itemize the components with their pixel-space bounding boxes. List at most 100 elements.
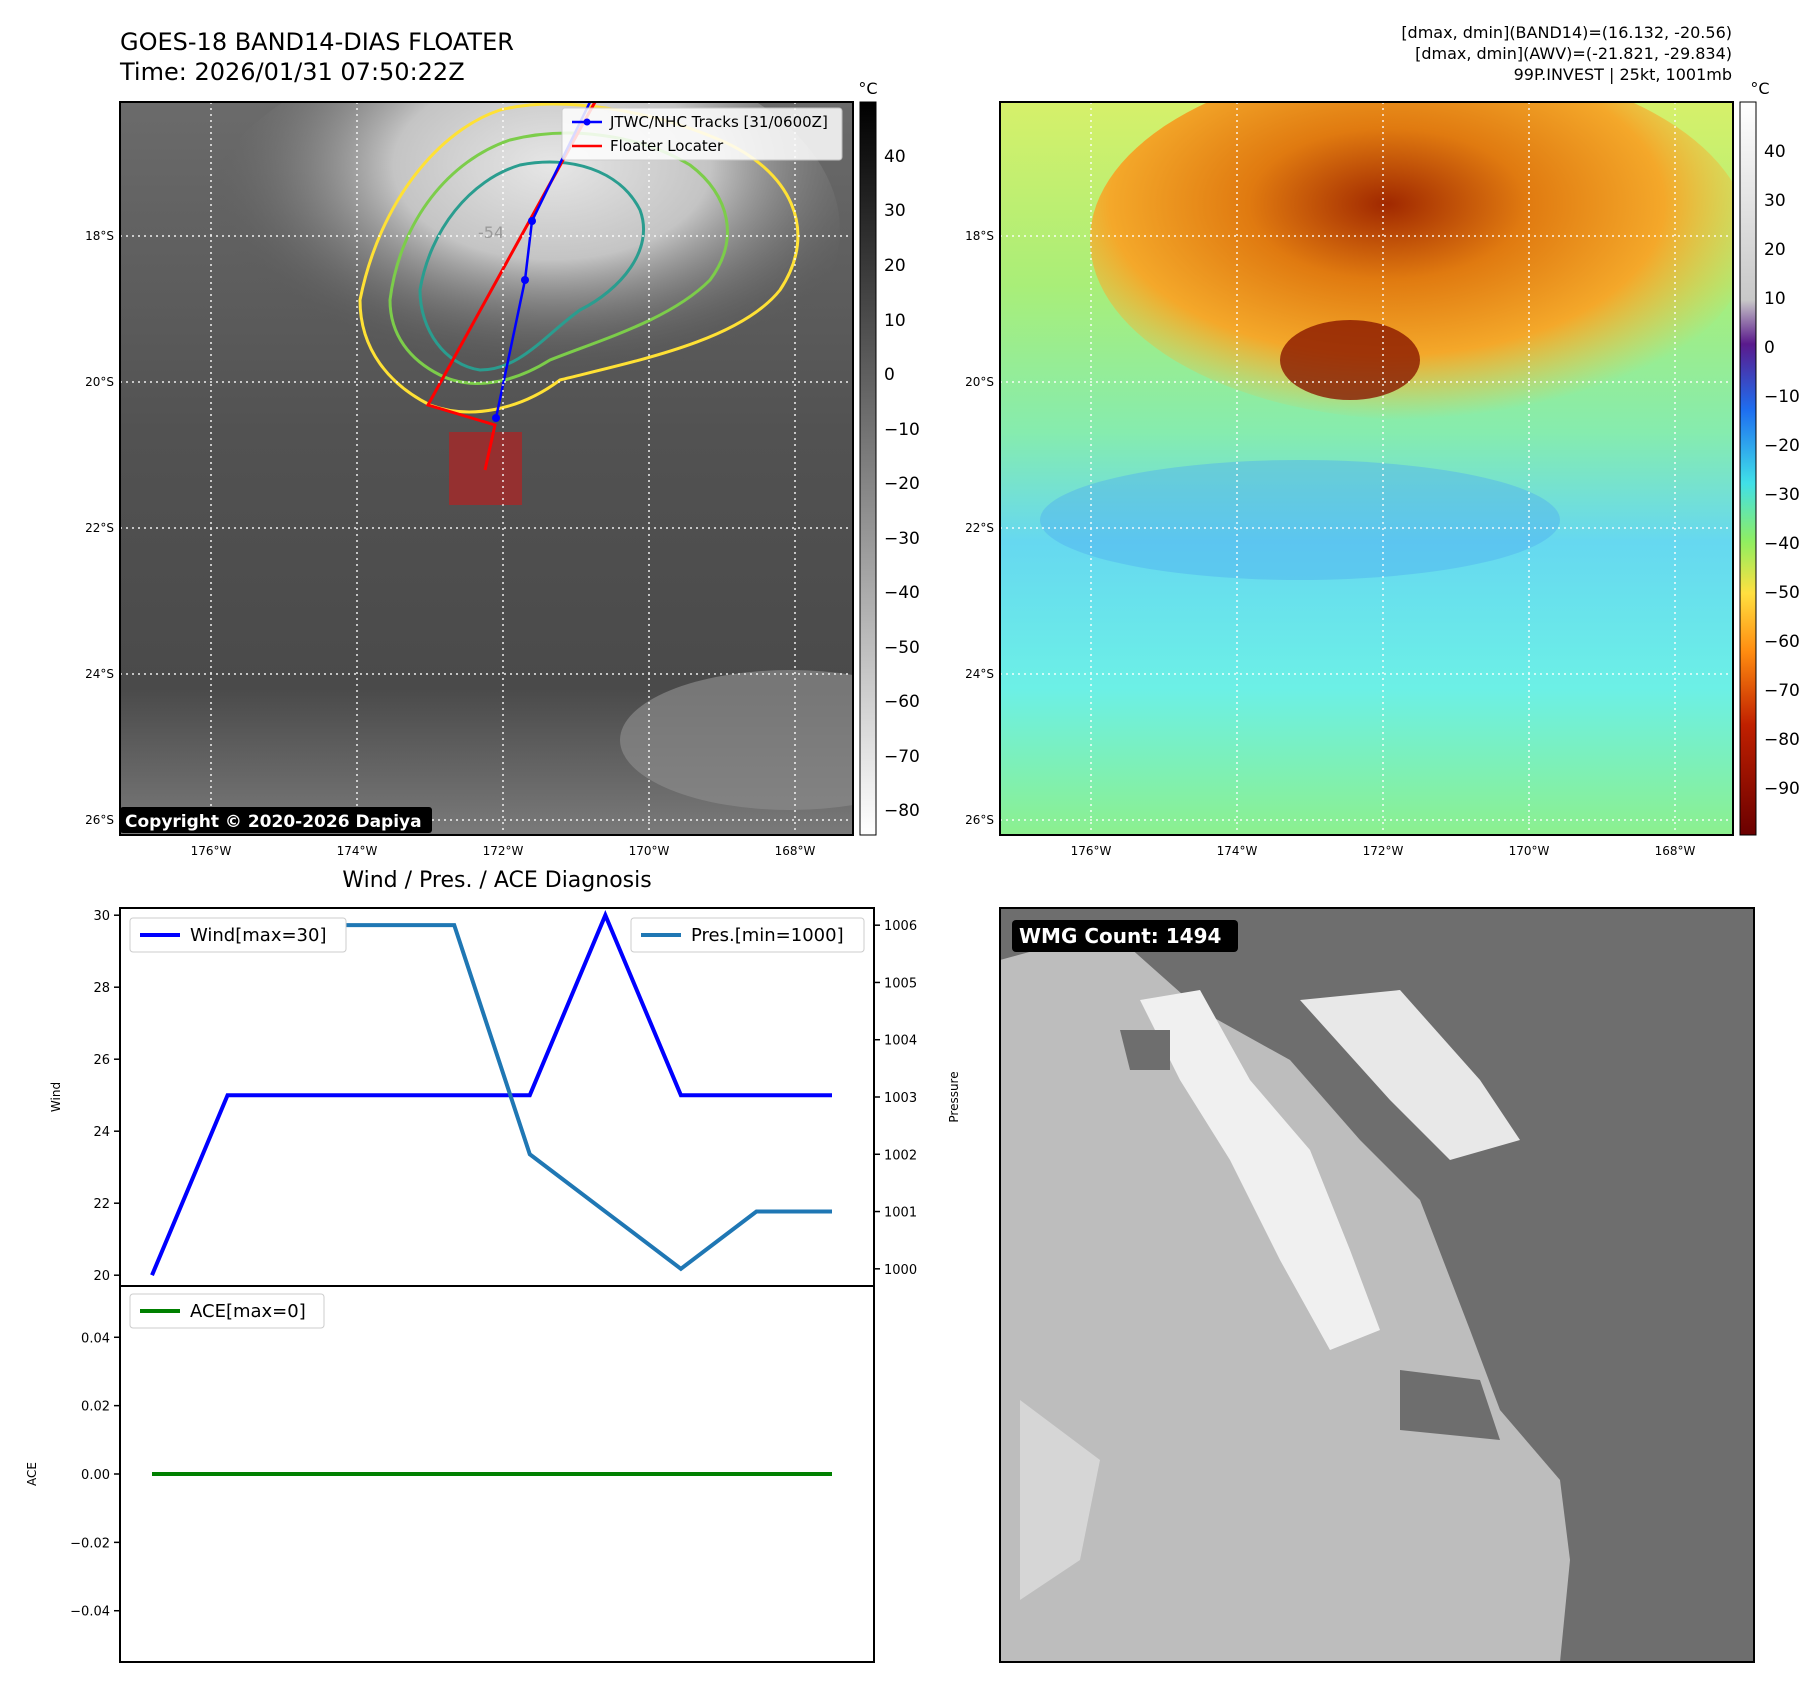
svg-text:24°S: 24°S bbox=[965, 667, 994, 681]
svg-text:0: 0 bbox=[1764, 338, 1775, 358]
dias-colorbar bbox=[1739, 101, 1757, 836]
dias-map-frame bbox=[999, 101, 1734, 836]
track-point bbox=[521, 276, 529, 284]
track-point bbox=[492, 414, 500, 422]
ace-axis-label: ACE bbox=[25, 1462, 39, 1486]
dias-core bbox=[1280, 320, 1420, 400]
svg-text:26°S: 26°S bbox=[85, 813, 114, 827]
svg-text:168°W: 168°W bbox=[1655, 844, 1696, 858]
wind-y-tick-label: 22 bbox=[93, 1197, 110, 1212]
svg-text:174°W: 174°W bbox=[337, 844, 378, 858]
diagnosis-panel: Wind / Pres. / ACE Diagnosis 20 22 24 26 28 3… bbox=[25, 868, 961, 1663]
svg-text:−10: −10 bbox=[1764, 387, 1800, 407]
svg-text:26°S: 26°S bbox=[965, 813, 994, 827]
wind-y-tick-label: 26 bbox=[93, 1053, 110, 1068]
svg-text:−30: −30 bbox=[884, 529, 920, 549]
svg-text:172°W: 172°W bbox=[1363, 844, 1404, 858]
pres-y-tick-label: 1004 bbox=[884, 1034, 917, 1049]
svg-text:−90: −90 bbox=[1764, 779, 1800, 799]
contour-teal bbox=[418, 160, 646, 372]
pressure-axis-label: Pressure bbox=[947, 1071, 961, 1122]
ace-y-tick-label: 0.02 bbox=[81, 1400, 110, 1415]
wmg-dark-hole bbox=[1120, 1030, 1170, 1070]
wind-axis-label: Wind bbox=[49, 1082, 63, 1112]
svg-text:22°S: 22°S bbox=[965, 521, 994, 535]
dias-colorbar-ticks: 40 30 20 10 0 −10 −20 −30 −40 −50 −60 −7… bbox=[1764, 142, 1800, 799]
copyright-badge bbox=[120, 807, 432, 833]
ace-y-tick-label: −0.02 bbox=[70, 1536, 110, 1551]
pres-y-tick-label: 1005 bbox=[884, 976, 917, 991]
ir-cloud-mass bbox=[200, 102, 840, 420]
svg-text:22°S: 22°S bbox=[85, 521, 114, 535]
svg-text:−10: −10 bbox=[884, 420, 920, 440]
track-point bbox=[528, 217, 536, 225]
svg-text:−70: −70 bbox=[884, 747, 920, 767]
svg-text:−80: −80 bbox=[1764, 730, 1800, 750]
svg-text:20°S: 20°S bbox=[85, 375, 114, 389]
svg-text:−70: −70 bbox=[1764, 681, 1800, 701]
svg-text:−40: −40 bbox=[1764, 534, 1800, 554]
legend-floater-label: Floater Locater bbox=[610, 137, 724, 155]
pres-y-ticks: 1000 1001 1002 1003 1004 1005 1006 bbox=[874, 919, 917, 1278]
svg-text:−60: −60 bbox=[884, 692, 920, 712]
map-legend: JTWC/NHC Tracks [31/0600Z] Floater Locat… bbox=[561, 107, 843, 161]
ir-gridlines bbox=[120, 102, 853, 835]
wmg-bright-band bbox=[1140, 990, 1380, 1350]
contour-label: -54 bbox=[478, 223, 504, 242]
ir-colorbar bbox=[859, 101, 877, 836]
figure-time: Time: 2026/01/31 07:50:22Z bbox=[119, 58, 465, 86]
wmg-frame bbox=[999, 907, 1755, 1663]
pres-legend: Pres.[min=1000] bbox=[630, 917, 865, 953]
svg-text:−60: −60 bbox=[1764, 632, 1800, 652]
copyright-text: Copyright © 2020-2026 Dapiya bbox=[125, 812, 422, 832]
svg-text:18°S: 18°S bbox=[965, 229, 994, 243]
wmg-light-region bbox=[1000, 930, 1570, 1662]
svg-text:30: 30 bbox=[1764, 191, 1786, 211]
svg-text:−50: −50 bbox=[1764, 583, 1800, 603]
svg-text:174°W: 174°W bbox=[1217, 844, 1258, 858]
ace-legend-label: ACE[max=0] bbox=[190, 1301, 306, 1322]
svg-text:30: 30 bbox=[884, 201, 906, 221]
wind-y-ticks: 20 22 24 26 28 30 bbox=[93, 909, 120, 1284]
pres-y-tick-label: 1000 bbox=[884, 1263, 917, 1278]
wind-y-tick-label: 20 bbox=[93, 1269, 110, 1284]
contour-green bbox=[388, 131, 729, 385]
svg-text:20: 20 bbox=[1764, 240, 1786, 260]
dias-gridlines bbox=[1000, 102, 1733, 835]
svg-text:0: 0 bbox=[884, 365, 895, 385]
svg-text:24°S: 24°S bbox=[85, 667, 114, 681]
wind-y-tick-label: 24 bbox=[93, 1125, 110, 1140]
svg-text:168°W: 168°W bbox=[775, 844, 816, 858]
dias-lat-labels: 18°S 20°S 22°S 24°S 26°S bbox=[965, 229, 994, 827]
svg-text:10: 10 bbox=[884, 311, 906, 331]
stats-band14: [dmax, dmin](BAND14)=(16.132, -20.56) bbox=[1401, 23, 1732, 42]
ir-colorbar-ticks: 40 30 20 10 0 −10 −20 −30 −40 −50 −60 −7… bbox=[884, 147, 920, 821]
ace-y-tick-label: −0.04 bbox=[70, 1605, 110, 1620]
svg-text:−50: −50 bbox=[884, 638, 920, 658]
wmg-light-patch bbox=[1020, 1400, 1100, 1600]
svg-text:18°S: 18°S bbox=[85, 229, 114, 243]
ace-y-tick-label: 0.04 bbox=[81, 1331, 110, 1346]
svg-text:−20: −20 bbox=[1764, 436, 1800, 456]
svg-text:40: 40 bbox=[1764, 142, 1786, 162]
pres-y-tick-label: 1002 bbox=[884, 1148, 917, 1163]
legend-track-label: JTWC/NHC Tracks [31/0600Z] bbox=[609, 113, 828, 131]
pres-y-tick-label: 1001 bbox=[884, 1206, 917, 1221]
wind-legend: Wind[max=30] bbox=[129, 917, 347, 953]
ace-y-tick-label: 0.00 bbox=[81, 1468, 110, 1483]
svg-text:−40: −40 bbox=[884, 583, 920, 603]
wind-line bbox=[150, 910, 832, 1276]
dias-cool-band bbox=[1040, 460, 1560, 580]
pres-y-tick-label: 1003 bbox=[884, 1091, 917, 1106]
wind-legend-label: Wind[max=30] bbox=[190, 925, 327, 946]
wmg-bright-patch bbox=[1300, 990, 1520, 1160]
svg-text:170°W: 170°W bbox=[1509, 844, 1550, 858]
ace-y-ticks: 0.04 0.02 0.00 −0.02 −0.04 bbox=[70, 1331, 120, 1620]
diagnosis-title: Wind / Pres. / ACE Diagnosis bbox=[342, 868, 651, 893]
pres-y-tick-label: 1006 bbox=[884, 919, 917, 934]
dias-colorbar-unit: °C bbox=[1750, 79, 1769, 98]
dias-map-panel: 18°S 20°S 22°S 24°S 26°S 176°W 174°W 172… bbox=[965, 79, 1800, 858]
svg-text:−30: −30 bbox=[1764, 485, 1800, 505]
stats-awv: [dmax, dmin](AWV)=(-21.821, -29.834) bbox=[1415, 44, 1732, 63]
ir-lon-labels: 176°W 174°W 172°W 170°W 168°W bbox=[191, 844, 816, 858]
